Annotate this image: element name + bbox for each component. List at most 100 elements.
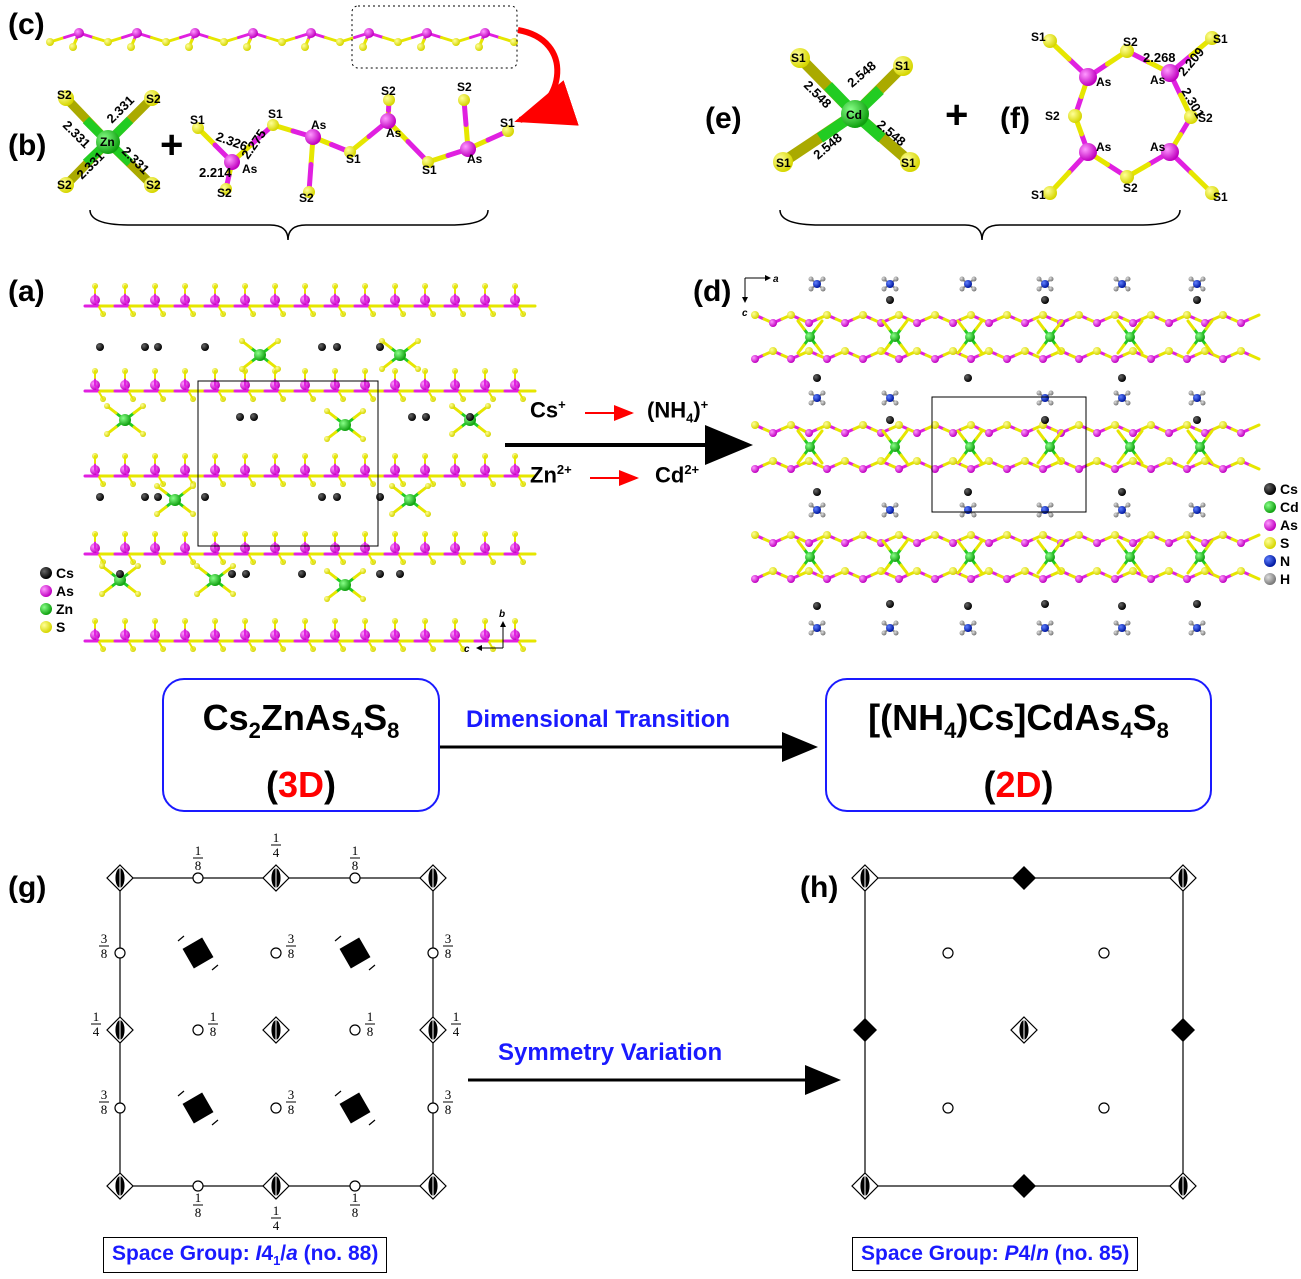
panel-b-as-c: As bbox=[386, 126, 402, 140]
legend-d-cs: Cs bbox=[1280, 481, 1298, 497]
legend-d-h: H bbox=[1280, 571, 1290, 587]
svg-text:8: 8 bbox=[101, 946, 108, 961]
svg-text:1: 1 bbox=[195, 1190, 202, 1205]
panel-b-s2-d: S2 bbox=[457, 80, 472, 94]
panel-a-legend bbox=[40, 567, 52, 633]
svg-text:4: 4 bbox=[93, 1024, 100, 1039]
reaction-cs-to: (NH4)+ bbox=[647, 397, 709, 426]
compound-dimension-3d: (3D) bbox=[265, 764, 337, 806]
compound-dimension-2d: (2D) bbox=[983, 764, 1054, 806]
axis-a-c: c bbox=[464, 644, 470, 655]
panel-e-cd-tetrahedron bbox=[773, 48, 920, 172]
svg-text:8: 8 bbox=[352, 858, 359, 873]
compound-formula-2d: [(NH4)Cs]CdAs4S8 bbox=[868, 697, 1169, 744]
axis-d-a: a bbox=[773, 274, 779, 285]
svg-text:8: 8 bbox=[367, 1024, 374, 1039]
panel-b-as-d: As bbox=[467, 152, 483, 166]
panel-b-s2-b: S2 bbox=[299, 191, 314, 205]
panel-f-s1-c: S1 bbox=[1031, 188, 1046, 202]
panel-f-bond-1: 2.268 bbox=[1143, 50, 1176, 65]
legend-a-zn: Zn bbox=[56, 601, 73, 617]
space-group-right: Space Group: P4/n (no. 85) bbox=[852, 1237, 1139, 1271]
dimensional-transition-label: Dimensional Transition bbox=[466, 706, 730, 733]
panel-label-a: (a) bbox=[8, 275, 45, 308]
panel-f-bond-2: 2.209 bbox=[1175, 44, 1207, 79]
panel-b-as-s-chain bbox=[192, 94, 514, 198]
panel-b-s2-a: S2 bbox=[217, 186, 232, 200]
panel-b-s2-label-4: S2 bbox=[146, 178, 161, 192]
compound-box-3d: Cs2ZnAs4S8 (3D) bbox=[162, 678, 440, 812]
panel-h-symmetry-diagram bbox=[851, 864, 1197, 1200]
panel-f-s2-d: S2 bbox=[1123, 181, 1138, 195]
panel-b-s1-e: S1 bbox=[500, 116, 515, 130]
panel-label-e: (e) bbox=[705, 102, 742, 135]
panel-b-s2-label-3: S2 bbox=[57, 178, 72, 192]
svg-text:3: 3 bbox=[101, 1087, 108, 1102]
panel-label-g: (g) bbox=[8, 871, 46, 904]
svg-text:1: 1 bbox=[352, 843, 359, 858]
panel-b-s2-label-1: S2 bbox=[57, 88, 72, 102]
svg-text:3: 3 bbox=[288, 1087, 295, 1102]
panel-label-d: (d) bbox=[693, 275, 731, 308]
panel-b-s1-a: S1 bbox=[190, 113, 205, 127]
svg-text:3: 3 bbox=[101, 931, 108, 946]
panel-c-selection-box bbox=[351, 5, 518, 69]
axis-a-b: b bbox=[499, 609, 505, 620]
panel-f-s1-a: S1 bbox=[1031, 30, 1046, 44]
space-group-left: Space Group: I41/a (no. 88) bbox=[103, 1237, 388, 1274]
svg-text:1: 1 bbox=[195, 843, 202, 858]
panel-f-as-c: As bbox=[1096, 140, 1112, 154]
panel-f-as-b: As bbox=[1150, 73, 1166, 87]
panel-d-axes bbox=[742, 275, 771, 303]
legend-d-n: N bbox=[1280, 553, 1290, 569]
symmetry-variation-label: Symmetry Variation bbox=[498, 1039, 722, 1066]
panel-b-bond-3: 2.214 bbox=[199, 165, 232, 180]
svg-text:8: 8 bbox=[101, 1102, 108, 1117]
svg-text:1: 1 bbox=[210, 1009, 217, 1024]
panel-f-s2-a: S2 bbox=[1123, 35, 1138, 49]
reaction-cd-to: Cd2+ bbox=[655, 462, 700, 488]
panel-c-red-arrow bbox=[514, 27, 579, 126]
svg-text:1: 1 bbox=[352, 1190, 359, 1205]
svg-text:1: 1 bbox=[273, 830, 280, 845]
panel-label-c: (c) bbox=[8, 8, 45, 41]
panel-f-as-a: As bbox=[1096, 75, 1112, 89]
svg-text:1: 1 bbox=[367, 1009, 374, 1024]
reaction-cs-from: Cs+ bbox=[530, 397, 566, 423]
svg-text:4: 4 bbox=[453, 1024, 460, 1039]
svg-text:8: 8 bbox=[195, 1205, 202, 1220]
svg-text:1: 1 bbox=[273, 1203, 280, 1218]
panel-label-h: (h) bbox=[800, 871, 838, 904]
svg-text:8: 8 bbox=[352, 1205, 359, 1220]
panel-e-s1-a: S1 bbox=[791, 51, 806, 65]
svg-text:8: 8 bbox=[445, 946, 452, 961]
legend-a-cs: Cs bbox=[56, 565, 74, 581]
panel-b-s1-c: S1 bbox=[346, 152, 361, 166]
panel-label-b: (b) bbox=[8, 129, 46, 162]
panel-e-s1-d: S1 bbox=[901, 156, 916, 170]
panel-f-s2-b: S2 bbox=[1045, 109, 1060, 123]
svg-text:1: 1 bbox=[93, 1009, 100, 1024]
panel-d-unit-cell bbox=[931, 396, 1087, 513]
svg-text:8: 8 bbox=[445, 1102, 452, 1117]
panel-b-s2-label-2: S2 bbox=[146, 92, 161, 106]
panel-a-axes bbox=[476, 621, 506, 651]
panel-e-cd-label: Cd bbox=[846, 108, 862, 122]
panel-d-layers bbox=[751, 276, 1261, 636]
panel-c-chain bbox=[46, 28, 518, 51]
panel-b-s2-c: S2 bbox=[381, 84, 396, 98]
panel-f-s1-b: S1 bbox=[1213, 32, 1228, 46]
compound-box-2d: [(NH4)Cs]CdAs4S8 (2D) bbox=[825, 678, 1212, 812]
panel-b-as-a: As bbox=[242, 162, 258, 176]
svg-text:8: 8 bbox=[210, 1024, 217, 1039]
panel-f-s1-d: S1 bbox=[1213, 190, 1228, 204]
legend-d-as: As bbox=[1280, 517, 1298, 533]
legend-d-cd: Cd bbox=[1280, 499, 1299, 515]
panel-b-s1-d: S1 bbox=[422, 163, 437, 177]
panel-f-as-d: As bbox=[1150, 140, 1166, 154]
panel-b-zn-tetrahedron bbox=[58, 90, 160, 193]
panel-ef-brace bbox=[779, 209, 1181, 241]
compound-formula-3d: Cs2ZnAs4S8 bbox=[202, 697, 400, 744]
panel-b-s1-b: S1 bbox=[268, 107, 283, 121]
